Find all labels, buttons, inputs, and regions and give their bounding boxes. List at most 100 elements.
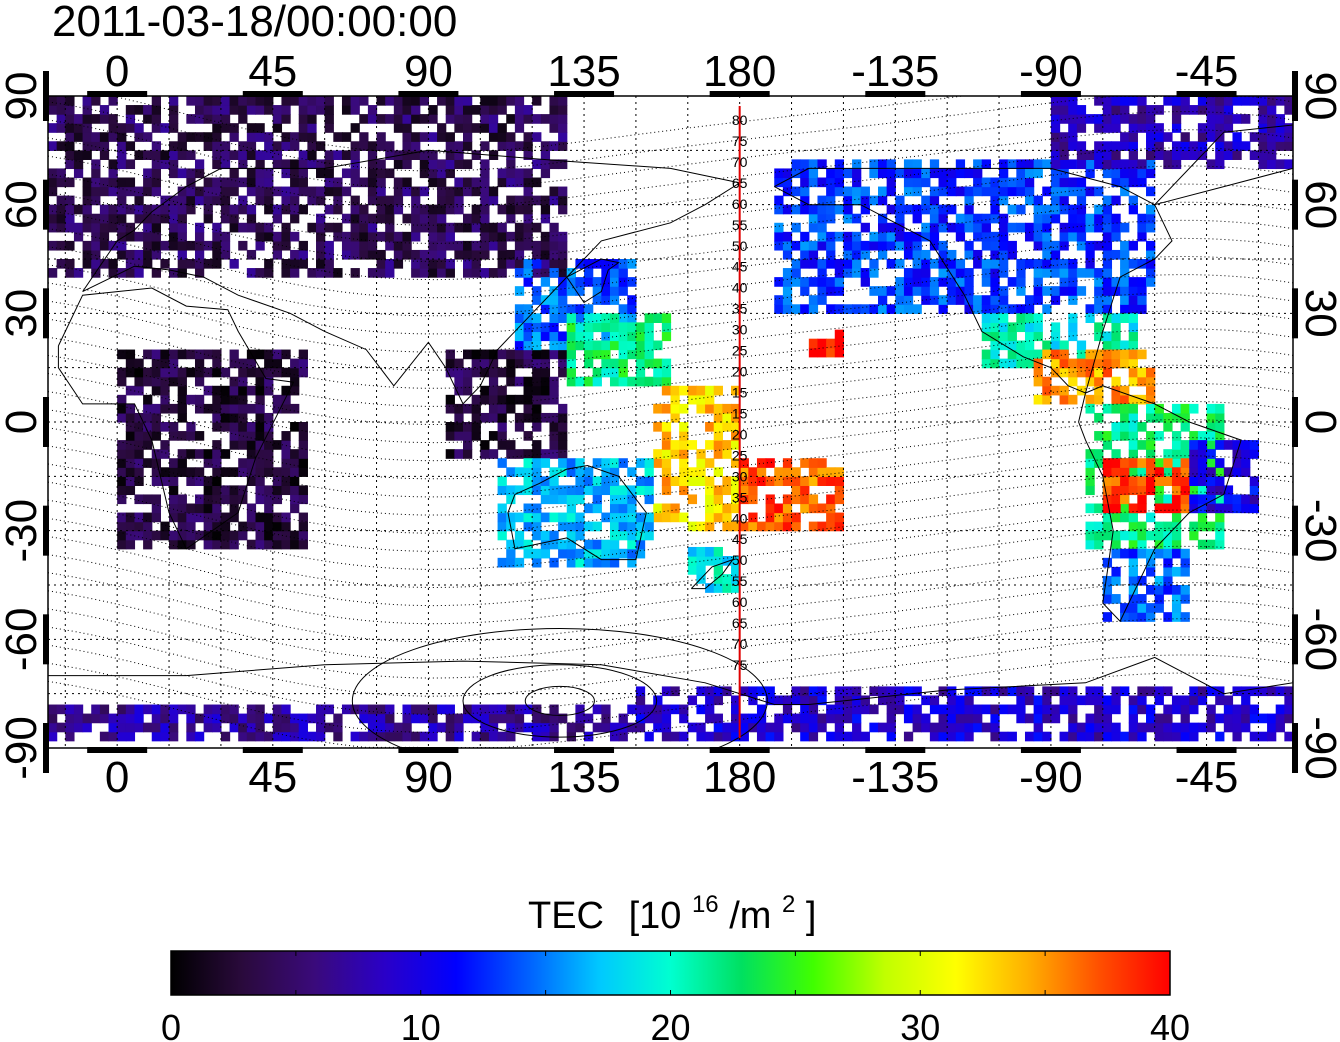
tec-cell: [1206, 123, 1216, 133]
tec-cell: [584, 485, 594, 496]
tec-cell: [592, 485, 602, 496]
tec-cell: [540, 512, 551, 523]
tec-cell: [1137, 168, 1147, 179]
tec-cell: [160, 123, 170, 133]
tec-cell: [532, 295, 542, 305]
tec-cell: [402, 240, 412, 251]
tec-cell: [298, 240, 308, 251]
tec-cell: [782, 286, 793, 296]
tec-cell: [471, 105, 481, 115]
tec-cell: [601, 512, 611, 523]
tec-cell: [947, 204, 957, 215]
tec-cell: [350, 159, 360, 170]
tec-cell: [65, 713, 75, 724]
tec-cell: [817, 159, 827, 170]
tec-cell: [696, 521, 706, 532]
tec-cell: [609, 376, 620, 387]
tec-cell: [194, 132, 205, 142]
tec-cell: [774, 240, 784, 251]
tec-cell: [609, 458, 620, 468]
tec-cell: [791, 277, 801, 287]
tec-cell: [454, 159, 464, 170]
tec-cell: [1076, 286, 1087, 296]
tec-cell: [220, 731, 231, 742]
tec-cell: [1137, 695, 1147, 706]
tec-cell: [1120, 686, 1130, 697]
tec-cell: [488, 96, 499, 106]
tec-cell: [1050, 195, 1061, 206]
tec-cell: [497, 485, 507, 496]
tec-cell: [316, 159, 326, 170]
mlat-label: 65: [732, 615, 748, 631]
tec-cell: [765, 512, 775, 523]
tec-cell: [826, 168, 836, 179]
tec-cell: [238, 412, 248, 423]
tec-cell: [912, 304, 922, 314]
tec-cell: [1154, 431, 1164, 441]
tec-cell: [56, 722, 66, 733]
tec-cell: [246, 358, 257, 369]
tec-cell: [722, 574, 732, 584]
tec-cell: [341, 240, 352, 251]
tec-cell: [514, 358, 525, 369]
tec-cell: [981, 159, 991, 170]
tec-cell: [48, 177, 58, 188]
tec-cell: [255, 367, 265, 378]
tec-cell: [471, 268, 481, 278]
tec-cell: [696, 458, 706, 468]
tec-cell: [488, 240, 499, 251]
tec-cell: [108, 268, 118, 278]
tec-cell: [514, 177, 525, 188]
tec-cell: [1180, 141, 1190, 151]
tec-cell: [255, 123, 265, 133]
tec-cell: [990, 722, 1000, 733]
tec-cell: [609, 485, 620, 496]
tec-cell: [480, 177, 490, 188]
tec-cell: [532, 222, 542, 233]
tec-cell: [186, 394, 196, 405]
tec-cell: [367, 268, 378, 278]
tec-cell: [1197, 494, 1208, 505]
tec-cell: [428, 150, 438, 160]
tec-cell: [48, 213, 58, 224]
tec-cell: [134, 449, 144, 459]
tec-cell: [852, 231, 862, 242]
mlat-contour: [48, 255, 1293, 335]
tec-cell: [367, 731, 378, 742]
tec-cell: [160, 213, 170, 224]
tec-cell: [367, 722, 378, 733]
tec-cell: [990, 340, 1000, 351]
tec-cell: [549, 385, 559, 396]
tec-cell: [852, 268, 862, 278]
tec-cell: [1267, 150, 1277, 160]
tec-cell: [445, 259, 455, 269]
tec-cell: [791, 304, 801, 314]
tec-cell: [497, 105, 507, 115]
tec-cell: [1197, 512, 1208, 523]
tec-cell: [929, 277, 940, 287]
tec-cell: [125, 458, 136, 468]
tec-cell: [324, 168, 334, 179]
tec-cell: [48, 141, 58, 151]
tec-cell: [428, 249, 438, 260]
tec-cell: [1163, 494, 1173, 505]
tec-cell: [912, 249, 922, 260]
tec-cell: [160, 358, 170, 369]
tec-cell: [1120, 186, 1130, 197]
tec-cell: [981, 358, 991, 369]
tec-cell: [1146, 485, 1156, 496]
tec-cell: [177, 467, 187, 477]
tec-cell: [488, 367, 499, 378]
tec-cell: [1128, 458, 1138, 468]
tec-cell: [653, 367, 663, 378]
tec-cell: [575, 467, 585, 477]
tec-cell: [203, 105, 213, 115]
x-tick-bottom: 0: [105, 753, 129, 802]
tec-cell: [973, 213, 983, 224]
tec-cell: [151, 204, 161, 215]
tec-cell: [1171, 695, 1182, 706]
tec-cell: [558, 467, 568, 477]
tec-cell: [134, 231, 144, 242]
tec-cell: [1171, 440, 1182, 450]
tec-cell: [843, 268, 853, 278]
